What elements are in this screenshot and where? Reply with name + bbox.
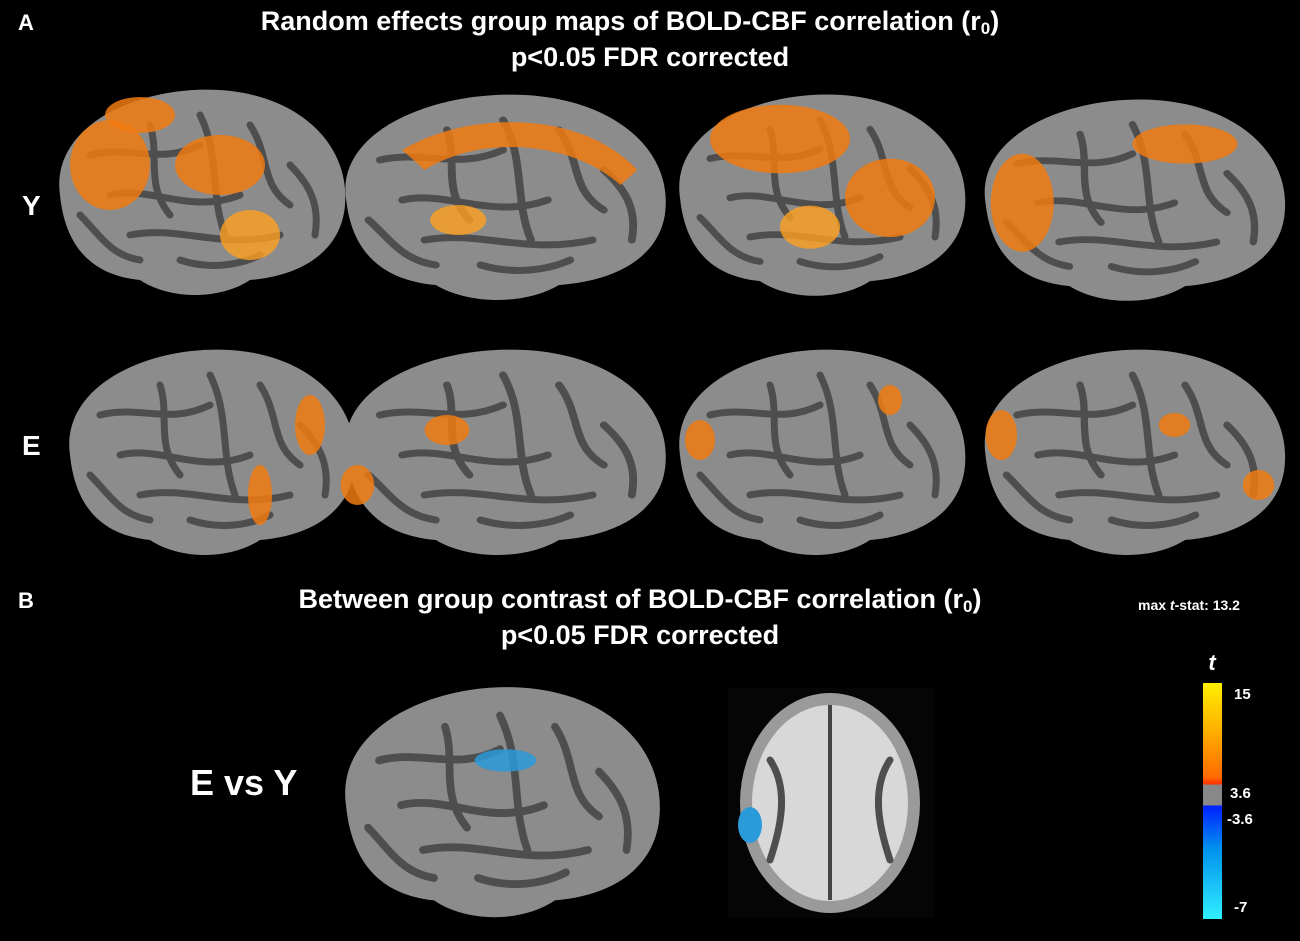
max-stat-symbol: t bbox=[1170, 597, 1176, 613]
brain-map bbox=[340, 350, 666, 555]
colorbar-tick-label: 15 bbox=[1234, 686, 1251, 703]
colorbar-symbol: t bbox=[1208, 650, 1217, 675]
max-stat-suffix: -stat: bbox=[1175, 597, 1209, 613]
panel-subtitle: p<0.05 FDR corrected bbox=[511, 42, 789, 72]
colorbar-tick-label: 3.6 bbox=[1230, 785, 1251, 802]
title-subscript: 0 bbox=[981, 19, 990, 38]
axial-slice bbox=[728, 688, 934, 918]
title-subscript: 0 bbox=[963, 597, 972, 616]
row-label: Y bbox=[22, 190, 41, 221]
brain-map bbox=[69, 350, 355, 555]
panel-title: Random effects group maps of BOLD-CBF co… bbox=[261, 6, 1000, 38]
max-stat-value: 13.2 bbox=[1213, 597, 1240, 613]
contrast-label: E vs Y bbox=[190, 762, 297, 803]
max-stat-prefix: max bbox=[1138, 597, 1166, 613]
brain-map bbox=[679, 350, 965, 555]
title-close: ) bbox=[973, 584, 982, 614]
brain-map bbox=[345, 687, 660, 917]
brain-map bbox=[59, 90, 345, 295]
panel-letter: B bbox=[18, 588, 34, 613]
panel-letter: A bbox=[18, 10, 34, 35]
brain-map bbox=[679, 94, 965, 295]
colorbar bbox=[1203, 683, 1222, 919]
row-label: E bbox=[22, 430, 41, 461]
brain-map bbox=[985, 99, 1285, 300]
panel-subtitle: p<0.05 FDR corrected bbox=[501, 620, 779, 650]
title-text: Between group contrast of BOLD-CBF corre… bbox=[298, 584, 963, 614]
colorbar-tick-label: -3.6 bbox=[1227, 811, 1253, 828]
title-text: Random effects group maps of BOLD-CBF co… bbox=[261, 6, 982, 36]
colorbar-tick-label: -7 bbox=[1234, 899, 1247, 916]
brain-map bbox=[985, 350, 1285, 555]
panel-title: Between group contrast of BOLD-CBF corre… bbox=[298, 584, 981, 616]
brain-map bbox=[345, 95, 665, 300]
max-stat: max t-stat: 13.2 bbox=[1138, 597, 1240, 613]
title-close: ) bbox=[990, 6, 999, 36]
